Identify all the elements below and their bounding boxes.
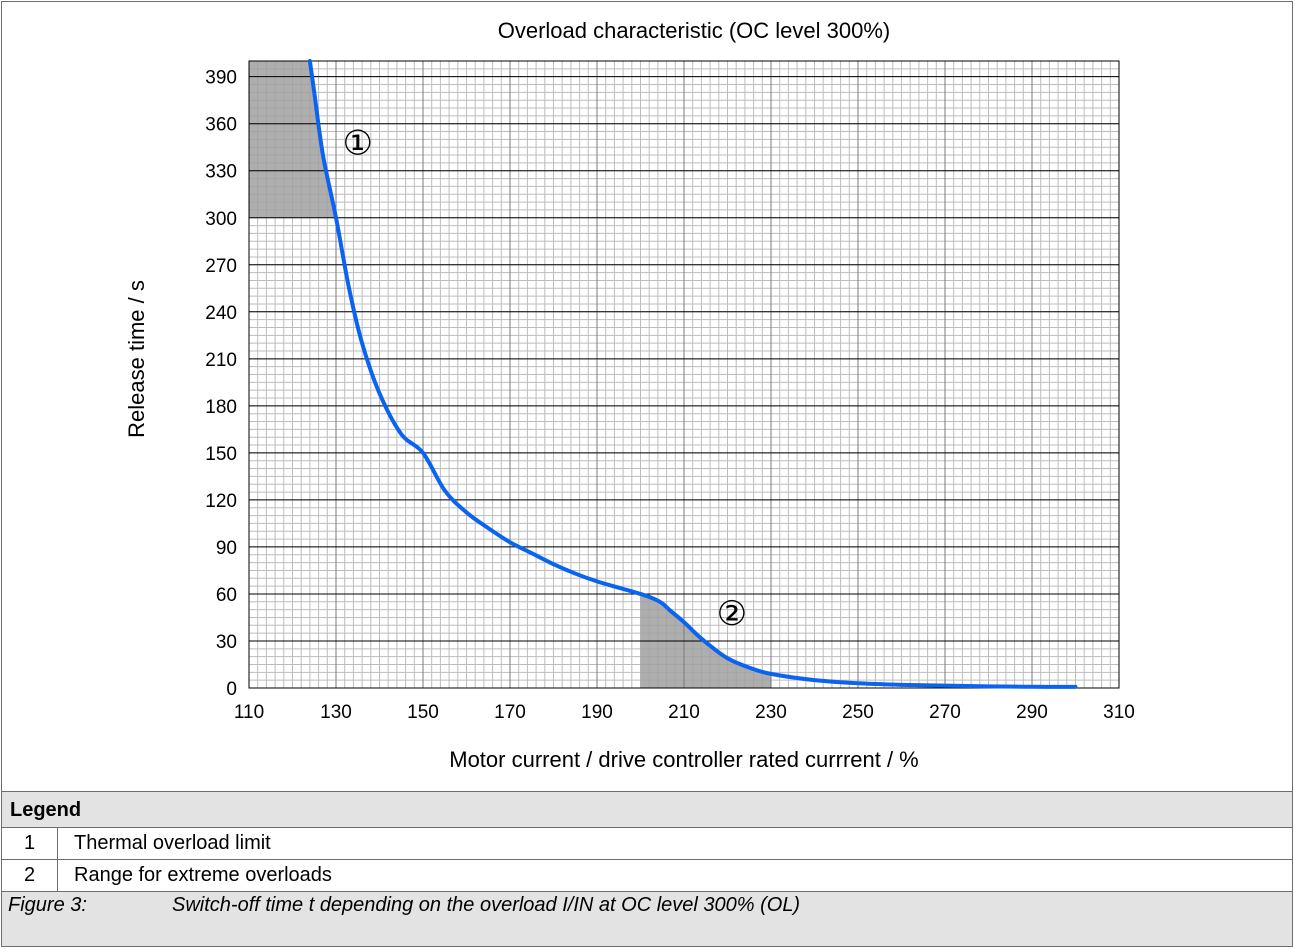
- chart-title: Overload characteristic (OC level 300%): [498, 18, 890, 43]
- legend-row: 1 Thermal overload limit: [2, 828, 1292, 860]
- y-tick-label: 150: [205, 444, 237, 465]
- y-tick-label: 270: [205, 256, 237, 277]
- x-tick-label: 210: [668, 702, 700, 723]
- tick-labels: 110 130 150 170 190 210 230 250 270 290 310 0 30 60 90…: [205, 68, 1135, 723]
- y-tick-label: 120: [205, 491, 237, 512]
- y-tick-label: 390: [205, 68, 237, 89]
- y-tick-label: 60: [216, 585, 237, 606]
- x-tick-label: 250: [842, 702, 874, 723]
- x-tick-label: 110: [234, 702, 264, 723]
- x-tick-label: 190: [581, 702, 613, 723]
- figure-caption: Figure 3: Switch-off time t depending on…: [2, 892, 1292, 946]
- plot-border: [248, 60, 1120, 689]
- x-tick-label: 170: [494, 702, 526, 723]
- legend-text: Thermal overload limit: [74, 832, 271, 854]
- y-tick-label: 210: [205, 350, 237, 371]
- x-tick-label: 310: [1103, 702, 1135, 723]
- legend-text: Range for extreme overloads: [74, 864, 332, 886]
- y-tick-label: 30: [216, 632, 237, 653]
- legend-number: 2: [2, 860, 58, 891]
- y-tick-label: 300: [205, 209, 237, 230]
- legend-header: Legend: [2, 792, 1292, 828]
- y-tick-label: 180: [205, 397, 237, 418]
- x-tick-label: 290: [1016, 702, 1048, 723]
- series-line: [307, 59, 1078, 689]
- overload-chart: Overload characteristic (OC level 300%) …: [124, 18, 1135, 772]
- x-tick-label: 130: [320, 702, 352, 723]
- x-axis-label: Motor current / drive controller rated c…: [449, 747, 919, 772]
- x-tick-label: 230: [755, 702, 787, 723]
- y-tick-label: 240: [205, 303, 237, 324]
- legend-number: 1: [2, 828, 58, 859]
- legend-title: Legend: [10, 799, 82, 821]
- x-tick-label: 270: [929, 702, 961, 723]
- curve-layer: [307, 59, 1078, 689]
- annotations: ①②: [343, 125, 748, 633]
- y-tick-label: 360: [205, 115, 237, 136]
- x-tick-label: 150: [407, 702, 439, 723]
- caption-text: Switch-off time t depending on the overl…: [172, 894, 801, 916]
- caption-label: Figure 3:: [8, 894, 87, 916]
- y-tick-label: 90: [216, 538, 237, 559]
- grid-major: [248, 60, 1120, 689]
- legend-row: 2 Range for extreme overloads: [2, 860, 1292, 892]
- y-axis-label: Release time / s: [124, 280, 149, 438]
- y-tick-label: 0: [226, 679, 237, 700]
- chart-area: Overload characteristic (OC level 300%) …: [2, 2, 1292, 792]
- y-tick-label: 330: [205, 162, 237, 183]
- annotation-label: ②: [717, 595, 747, 633]
- annotation-label: ①: [343, 125, 373, 163]
